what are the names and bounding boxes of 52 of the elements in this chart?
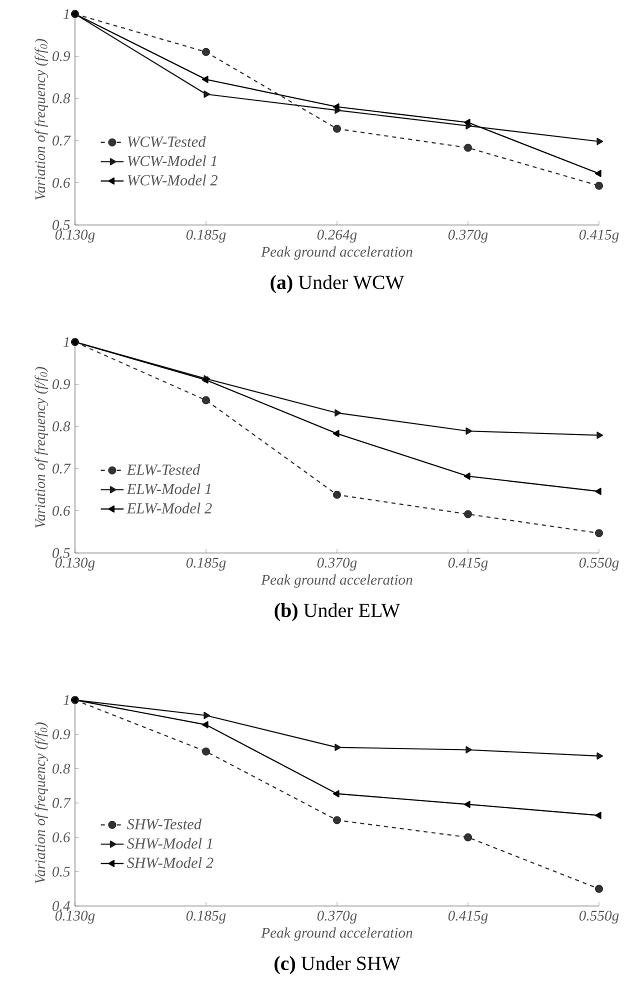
x-tick-label: 0.130g xyxy=(55,910,95,924)
legend-label: WCW-Model 1 xyxy=(128,155,216,166)
y-tick-label: 0.5 xyxy=(52,866,70,877)
y-axis-title: Variation of frequency (f/f$_{0}$) xyxy=(34,38,48,200)
x-tick-label: 0.370g xyxy=(448,230,488,243)
x-tick-label: 0.550g xyxy=(579,910,619,924)
y-tick-label: 1 xyxy=(63,337,69,347)
x-tick-label: 0.130g xyxy=(55,230,95,243)
text: (b) Under ELW xyxy=(274,603,400,622)
x-axis-title: Peak ground acceleration xyxy=(261,927,412,941)
x-tick-label: 0.185g xyxy=(186,910,226,924)
y-tick-label: 0.5 xyxy=(52,548,70,558)
y-tick-label: 0.8 xyxy=(52,764,70,774)
legend-label: SHW-Tested xyxy=(127,818,202,830)
y-tick-label: 0.6 xyxy=(52,178,70,188)
x-tick-label: 0.264g xyxy=(317,230,357,243)
y-tick-label: 0.5 xyxy=(52,220,70,230)
x-tick-label: 0.415g xyxy=(448,558,488,571)
x-tick-label: 0.185g xyxy=(186,230,226,243)
x-tick-label: 0.130g xyxy=(55,558,95,571)
y-tick-label: 0.7 xyxy=(52,798,71,808)
x-tick-label: 0.370g xyxy=(317,558,357,571)
text: (c) Under SHW xyxy=(274,956,400,974)
y-tick-label: 0.7 xyxy=(52,136,71,146)
x-tick-label: 0.415g xyxy=(448,910,488,924)
y-axis-title: Variation of frequency (f/f$_{0}$) xyxy=(34,366,48,528)
x-tick-label: 0.185g xyxy=(186,558,226,571)
y-tick-label: 0.9 xyxy=(52,379,70,390)
y-tick-label: 0.8 xyxy=(52,93,70,104)
y-tick-label: 0.6 xyxy=(52,832,70,842)
y-axis-title: Variation of frequency (f/f$_{0}$) xyxy=(34,722,48,884)
legend-label: SHW-Model 1 xyxy=(127,838,212,849)
x-axis-title: Peak ground acceleration xyxy=(261,574,412,588)
x-axis-title: Peak ground acceleration xyxy=(261,246,412,260)
y-tick-label: 0.8 xyxy=(52,421,70,432)
y-tick-label: 0.7 xyxy=(52,464,71,474)
legend-label: WCW-Tested xyxy=(128,136,206,147)
y-tick-label: 1 xyxy=(63,695,69,705)
y-tick-label: 0.6 xyxy=(52,506,70,516)
legend-label: ELW-Model 1 xyxy=(126,483,211,494)
legend-label: ELW-Model 2 xyxy=(126,502,212,514)
legend-label: ELW-Tested xyxy=(126,464,200,475)
x-tick-label: 0.415g xyxy=(579,230,619,243)
legend-label: SHW-Model 2 xyxy=(127,857,214,868)
x-tick-label: 0.550g xyxy=(579,558,619,571)
legend-label: WCW-Model 2 xyxy=(128,174,218,186)
y-tick-label: 0.9 xyxy=(52,729,70,740)
y-tick-label: 0.4 xyxy=(52,901,70,911)
text: (a) Under WCW xyxy=(270,275,404,294)
y-tick-label: 0.9 xyxy=(52,51,70,62)
x-tick-label: 0.370g xyxy=(317,910,357,924)
y-tick-label: 1 xyxy=(63,9,69,19)
